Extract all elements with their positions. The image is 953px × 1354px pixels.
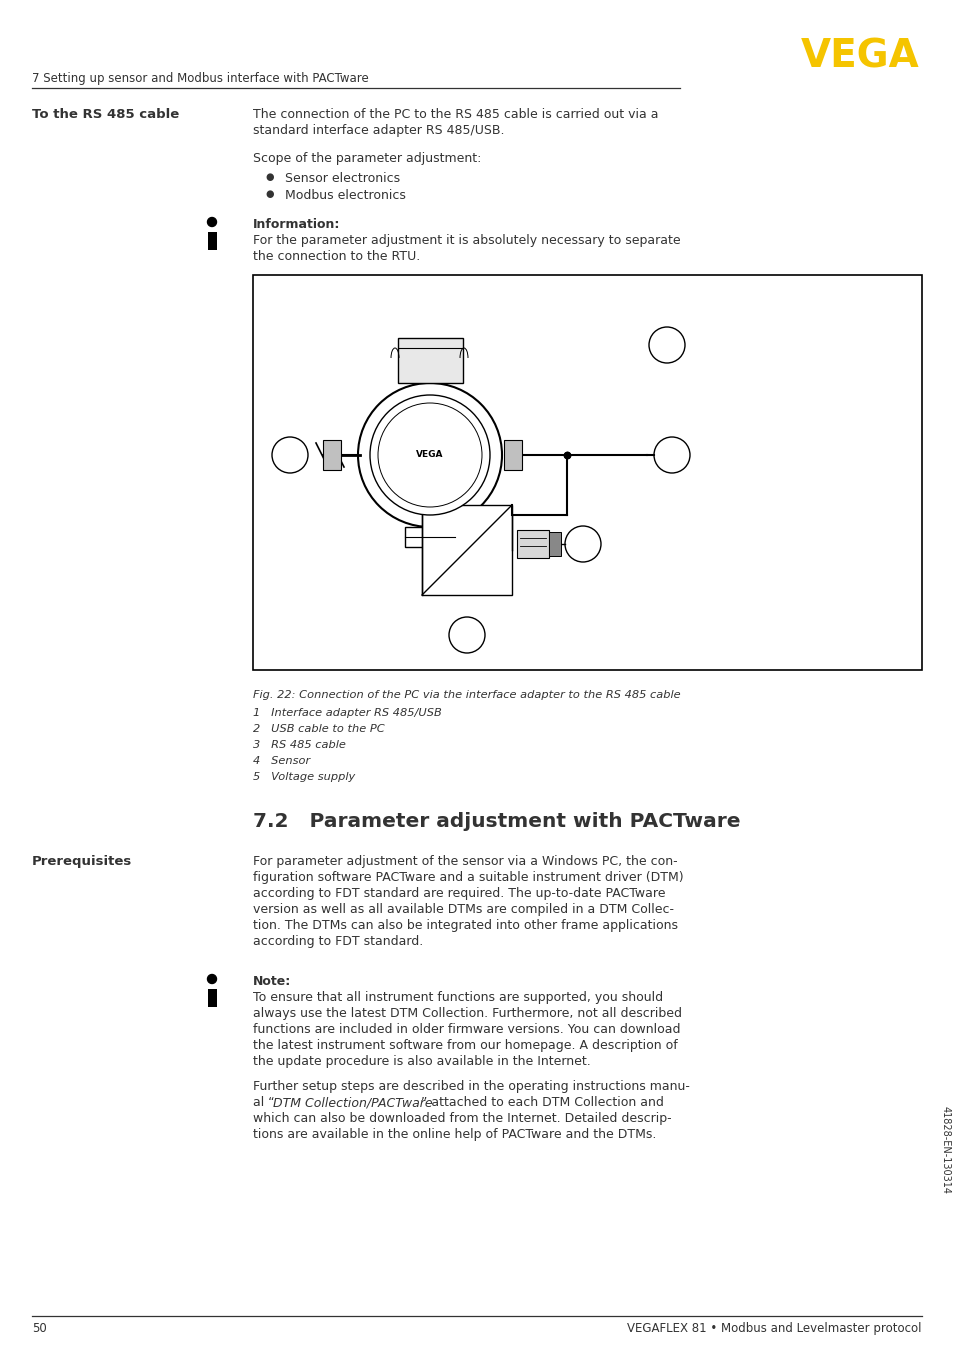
Bar <box>503 440 521 470</box>
Bar <box>208 232 216 250</box>
Text: ●: ● <box>265 172 274 181</box>
Text: For the parameter adjustment it is absolutely necessary to separate: For the parameter adjustment it is absol… <box>253 234 679 246</box>
Text: tion. The DTMs can also be integrated into other frame applications: tion. The DTMs can also be integrated in… <box>253 919 678 932</box>
Circle shape <box>648 328 684 363</box>
Circle shape <box>370 395 490 515</box>
Bar <box>421 505 512 594</box>
Text: VEGA: VEGA <box>416 451 443 459</box>
Text: ●: ● <box>265 190 274 199</box>
Text: For parameter adjustment of the sensor via a Windows PC, the con-: For parameter adjustment of the sensor v… <box>253 854 677 868</box>
Text: Sensor electronics: Sensor electronics <box>285 172 399 185</box>
Text: To the RS 485 cable: To the RS 485 cable <box>32 108 179 121</box>
Circle shape <box>377 403 481 506</box>
Text: Further setup steps are described in the operating instructions manu-: Further setup steps are described in the… <box>253 1080 689 1093</box>
Bar <box>548 532 560 556</box>
Circle shape <box>208 218 216 226</box>
Text: tions are available in the online help of PACTware and the DTMs.: tions are available in the online help o… <box>253 1128 656 1141</box>
Text: 7.2   Parameter adjustment with PACTware: 7.2 Parameter adjustment with PACTware <box>253 812 740 831</box>
Circle shape <box>654 437 689 473</box>
Text: Prerequisites: Prerequisites <box>32 854 132 868</box>
Text: figuration software PACTware and a suitable instrument driver (DTM): figuration software PACTware and a suita… <box>253 871 683 884</box>
Bar <box>405 527 455 547</box>
Bar <box>208 988 216 1007</box>
Text: the latest instrument software from our homepage. A description of: the latest instrument software from our … <box>253 1039 677 1052</box>
Bar <box>323 440 340 470</box>
Text: the update procedure is also available in the Internet.: the update procedure is also available i… <box>253 1055 590 1068</box>
Bar <box>397 338 462 383</box>
Text: Scope of the parameter adjustment:: Scope of the parameter adjustment: <box>253 152 481 165</box>
Text: The connection of the PC to the RS 485 cable is carried out via a: The connection of the PC to the RS 485 c… <box>253 108 658 121</box>
Text: functions are included in older firmware versions. You can download: functions are included in older firmware… <box>253 1024 679 1036</box>
Text: the connection to the RTU.: the connection to the RTU. <box>253 250 420 263</box>
Text: DTM Collection/PACTware: DTM Collection/PACTware <box>273 1095 432 1109</box>
Text: ” attached to each DTM Collection and: ” attached to each DTM Collection and <box>420 1095 663 1109</box>
Text: al “: al “ <box>253 1095 274 1109</box>
Circle shape <box>449 617 484 653</box>
Text: standard interface adapter RS 485/USB.: standard interface adapter RS 485/USB. <box>253 125 504 137</box>
Text: 7 Setting up sensor and Modbus interface with PACTware: 7 Setting up sensor and Modbus interface… <box>32 72 369 85</box>
Text: which can also be downloaded from the Internet. Detailed descrip-: which can also be downloaded from the In… <box>253 1112 671 1125</box>
Circle shape <box>272 437 308 473</box>
Circle shape <box>357 383 501 527</box>
Text: 1   Interface adapter RS 485/USB: 1 Interface adapter RS 485/USB <box>253 708 441 718</box>
Text: 41828-EN-130314: 41828-EN-130314 <box>940 1106 950 1194</box>
Text: To ensure that all instrument functions are supported, you should: To ensure that all instrument functions … <box>253 991 662 1005</box>
Text: according to FDT standard are required. The up-to-date PACTware: according to FDT standard are required. … <box>253 887 665 900</box>
Text: always use the latest DTM Collection. Furthermore, not all described: always use the latest DTM Collection. Fu… <box>253 1007 681 1020</box>
Text: 5   Voltage supply: 5 Voltage supply <box>253 772 355 783</box>
Text: 4   Sensor: 4 Sensor <box>253 756 310 766</box>
Text: VEGAFLEX 81 • Modbus and Levelmaster protocol: VEGAFLEX 81 • Modbus and Levelmaster pro… <box>627 1322 921 1335</box>
Text: 3   RS 485 cable: 3 RS 485 cable <box>253 741 346 750</box>
Text: Modbus electronics: Modbus electronics <box>285 190 405 202</box>
Bar <box>253 275 921 670</box>
Circle shape <box>564 525 600 562</box>
Text: Fig. 22: Connection of the PC via the interface adapter to the RS 485 cable: Fig. 22: Connection of the PC via the in… <box>253 691 679 700</box>
Text: Note:: Note: <box>253 975 291 988</box>
Text: 50: 50 <box>32 1322 47 1335</box>
Text: 2   USB cable to the PC: 2 USB cable to the PC <box>253 724 384 734</box>
Text: according to FDT standard.: according to FDT standard. <box>253 936 423 948</box>
Text: VEGA: VEGA <box>801 38 919 76</box>
Bar <box>517 529 548 558</box>
Text: version as well as all available DTMs are compiled in a DTM Collec-: version as well as all available DTMs ar… <box>253 903 673 917</box>
Text: Information:: Information: <box>253 218 340 232</box>
Circle shape <box>208 975 216 983</box>
